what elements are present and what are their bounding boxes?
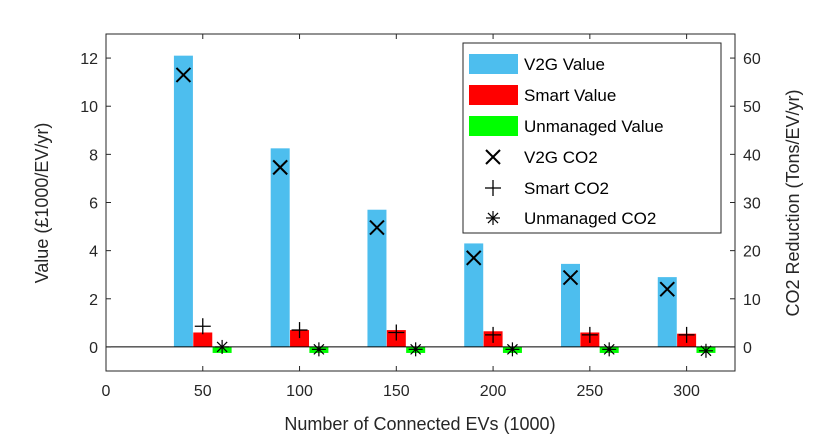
y-right-tick-label-20: 20 [743, 244, 761, 261]
x-tick-label-200: 200 [480, 383, 507, 400]
marker-unmanaged-co2-200 [505, 342, 520, 357]
legend-label-v2g-co2: V2G CO2 [524, 148, 598, 167]
legend-label-smart-value: Smart Value [524, 86, 616, 105]
marker-unmanaged-co2-200-d [506, 343, 518, 355]
legend: V2G Value Smart Value Unmanaged Value V2G C… [462, 42, 722, 234]
y-right-tick-label-10: 10 [743, 292, 761, 309]
bar-v2g-value-150 [367, 209, 387, 347]
y-right-tick-label-50: 50 [743, 99, 761, 116]
bar-smart-value-100 [290, 330, 310, 347]
bar-smart-value-50 [193, 332, 213, 347]
marker-v2g-co2-50-b [175, 67, 192, 83]
x-tick-label-150: 150 [383, 383, 410, 400]
marker-unmanaged-co2-150-d [410, 343, 422, 355]
bar-v2g-value-100 [270, 148, 290, 347]
marker-v2g-co2-100 [272, 159, 288, 176]
legend-box [462, 42, 722, 234]
legend-marker-v2g-co2-b [485, 149, 501, 165]
marker-v2g-co2-200 [466, 250, 482, 266]
marker-smart-co2-300 [678, 326, 695, 343]
marker-v2g-co2-300 [659, 281, 675, 297]
y-right-tick-label-30: 30 [743, 196, 761, 213]
marker-v2g-co2-250 [562, 269, 579, 286]
marker-v2g-co2-50 [175, 67, 192, 83]
y-right-tick-label-40: 40 [743, 147, 761, 164]
marker-unmanaged-co2-150 [408, 342, 423, 357]
marker-smart-co2-50 [194, 318, 211, 335]
marker-v2g-co2-200-b [466, 250, 482, 266]
x-tick-label-100: 100 [286, 383, 313, 400]
marker-unmanaged-co2-100-d [313, 343, 325, 355]
bar-v2g-value-50 [173, 55, 193, 347]
marker-v2g-co2-100-b [272, 159, 288, 176]
marker-v2g-co2-250-b [562, 269, 579, 286]
legend-label-v2g-value: V2G Value [524, 55, 605, 74]
legend-marker-smart-co2 [485, 180, 501, 196]
y-right-tick-label-60: 60 [743, 51, 761, 68]
marker-smart-co2-100 [291, 322, 308, 339]
bar-v2g-value-200 [464, 243, 484, 347]
legend-swatch-v2g-value [469, 54, 518, 74]
legend-label-unmanaged-co2: Unmanaged CO2 [524, 209, 656, 228]
legend-marker-v2g-co2 [485, 149, 501, 165]
legend-swatch-unmanaged-value [469, 116, 518, 136]
marker-unmanaged-co2-100 [311, 342, 326, 357]
x-axis-label: Number of Connected EVs (1000) [284, 414, 555, 434]
legend-label-unmanaged-value: Unmanaged Value [524, 117, 664, 136]
marker-smart-co2-200 [485, 326, 502, 343]
y-left-tick-label-12: 12 [80, 51, 98, 68]
y-left-tick-label-6: 6 [89, 196, 98, 213]
marker-v2g-co2-150-b [369, 219, 385, 236]
marker-unmanaged-co2-250-d [603, 343, 615, 355]
legend-marker-unmanaged-co2-d [487, 212, 499, 224]
marker-unmanaged-co2-300 [698, 343, 713, 358]
marker-v2g-co2-300-b [659, 281, 675, 297]
marker-smart-co2-150 [388, 324, 405, 341]
x-tick-label-0: 0 [102, 383, 111, 400]
legend-swatch-smart-value [469, 85, 518, 105]
y-left-tick-label-8: 8 [89, 147, 98, 164]
x-tick-label-250: 250 [576, 383, 603, 400]
y-axis-label-right: CO2 Reduction (Tons/EV/yr) [783, 89, 803, 316]
marker-v2g-co2-150 [369, 219, 385, 236]
y-left-tick-label-0: 0 [89, 340, 98, 357]
y-axis-label-left: Value (£1000/EV/yr) [32, 123, 52, 284]
marker-smart-co2-250 [581, 326, 598, 343]
legend-label-smart-co2: Smart CO2 [524, 179, 609, 198]
x-tick-label-50: 50 [194, 383, 212, 400]
y-left-tick-label-4: 4 [89, 244, 98, 261]
marker-unmanaged-co2-250 [602, 342, 617, 357]
bar-v2g-value-250 [560, 263, 580, 347]
y-left-tick-label-10: 10 [80, 99, 98, 116]
y-left-tick-label-2: 2 [89, 292, 98, 309]
legend-marker-unmanaged-co2 [486, 211, 500, 225]
x-tick-label-300: 300 [673, 383, 700, 400]
y-right-tick-label-0: 0 [743, 340, 752, 357]
bar-v2g-value-300 [657, 277, 677, 347]
